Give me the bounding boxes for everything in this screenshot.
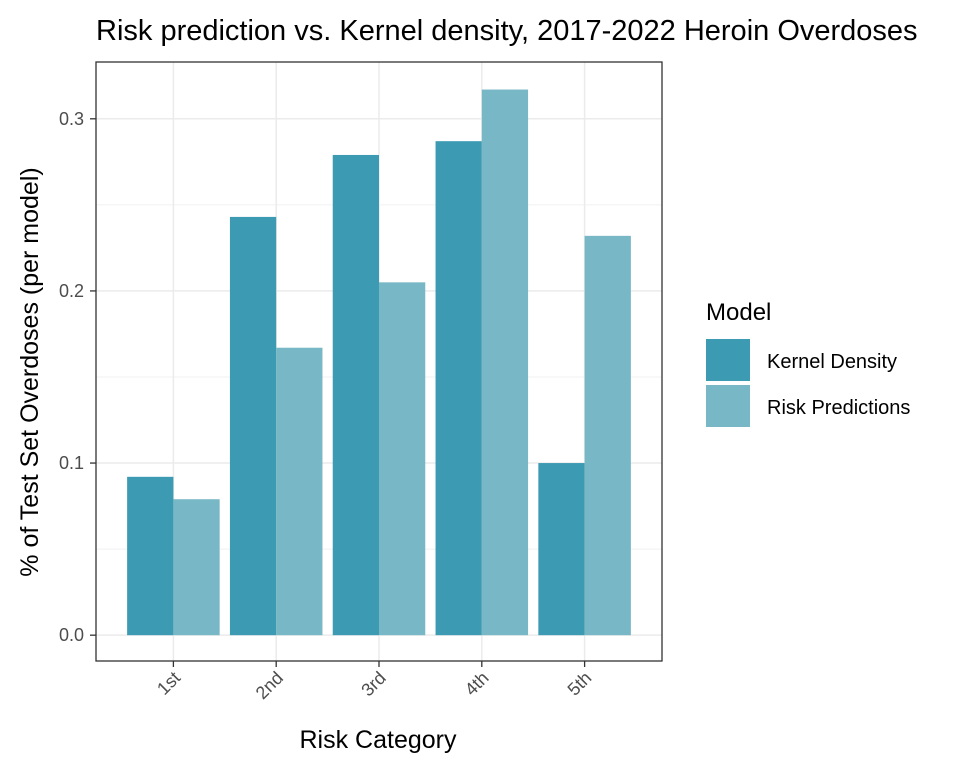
bar-kernel-density-3rd	[332, 154, 379, 636]
x-tick-label: 1st	[153, 668, 184, 699]
bar-risk-predictions-4th	[481, 89, 529, 636]
bar-kernel-density-4th	[435, 141, 482, 636]
x-tick-label: 2nd	[252, 668, 287, 703]
x-tick-label: 5th	[564, 668, 596, 700]
legend-label: Risk Predictions	[767, 397, 910, 419]
y-tick-label: 0.1	[59, 453, 84, 473]
chart-title: Risk prediction vs. Kernel density, 2017…	[96, 15, 918, 47]
legend-key-risk-predictions	[706, 385, 750, 427]
legend: Model Kernel Density Risk Predictions	[706, 299, 910, 427]
legend-title: Model	[706, 299, 771, 326]
legend-key-kernel-density	[706, 339, 750, 381]
bar-risk-predictions-1st	[173, 499, 220, 636]
bar-kernel-density-1st	[127, 476, 174, 636]
bar-kernel-density-5th	[538, 463, 585, 636]
plot-panel: 0.0 0.1 0.2 0.3 1st 2nd 3rd 4th 5th	[59, 61, 663, 703]
x-axis-title: Risk Category	[300, 726, 457, 754]
x-tick-label: 3rd	[357, 668, 390, 701]
x-tick-label: 4th	[461, 668, 493, 700]
y-tick-label: 0.0	[59, 625, 84, 645]
legend-label: Kernel Density	[767, 351, 897, 373]
bar-risk-predictions-2nd	[276, 347, 323, 636]
y-tick-label: 0.2	[59, 281, 84, 301]
bar-risk-predictions-3rd	[379, 282, 426, 636]
bar-kernel-density-2nd	[229, 216, 277, 636]
bar-risk-predictions-5th	[584, 235, 631, 636]
y-tick-label: 0.3	[59, 109, 84, 129]
y-axis-title: % of Test Set Overdoses (per model)	[16, 167, 44, 576]
